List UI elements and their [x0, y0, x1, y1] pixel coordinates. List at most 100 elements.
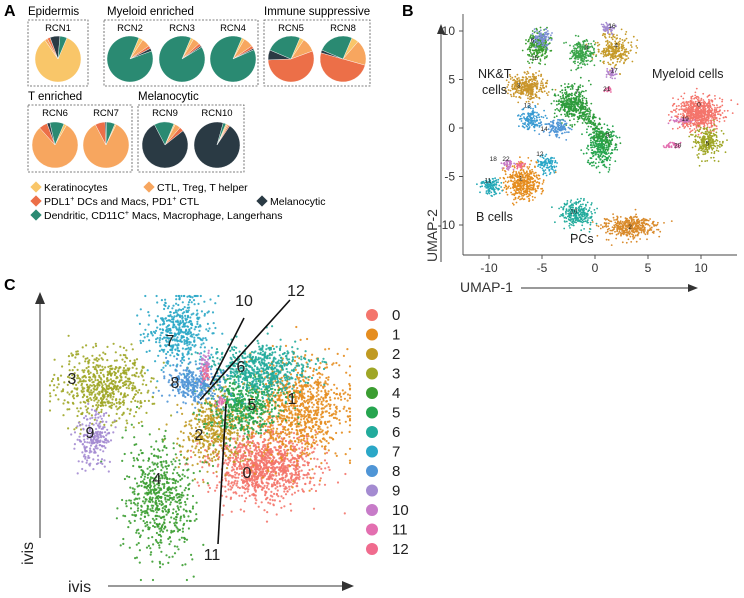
- legend-dot: [366, 309, 378, 321]
- umap-xtick: -5: [537, 261, 548, 275]
- arrow-up-icon: [35, 292, 45, 304]
- umap-cluster-0: [667, 87, 739, 143]
- pie-label: RCN2: [117, 23, 143, 34]
- pie-slice: [105, 121, 116, 146]
- pie-slice: [154, 121, 175, 146]
- pie-label: RCN9: [152, 108, 178, 119]
- legend-dot: [366, 543, 378, 555]
- legend-dot: [366, 484, 378, 497]
- umap-cluster-label: 8: [585, 44, 589, 51]
- group-title-t-enriched: T enriched: [28, 91, 82, 103]
- pie-rcn4: [209, 35, 257, 83]
- umap-cluster-11: [476, 177, 504, 198]
- ivis-legend-label: 5: [392, 405, 400, 422]
- umap-cluster-12: [536, 153, 558, 177]
- ivis-legend-label: 2: [392, 346, 400, 363]
- ivis-legend-label: 7: [392, 444, 400, 461]
- ivis-cluster-9: [70, 402, 117, 475]
- umap-cluster-label: 5: [706, 141, 710, 148]
- umap-ytick: -10: [438, 218, 456, 232]
- legend-swatch: [256, 195, 268, 207]
- ivis-cluster-2: [162, 378, 272, 484]
- pie-charts: [31, 35, 367, 169]
- annot-cells: cells: [482, 83, 507, 97]
- ivis-cluster-8: [152, 356, 233, 414]
- umap-ytick: 10: [442, 24, 456, 38]
- umap-cluster-label: 18: [490, 156, 498, 163]
- umap-cluster-label: 16: [608, 23, 616, 30]
- ivis-legend-label: 3: [392, 366, 400, 383]
- pie-label: RCN6: [42, 108, 68, 119]
- umap-cluster-label: 7: [575, 89, 579, 96]
- group-box-epidermis: [27, 19, 89, 87]
- umap-cluster-label: 2: [628, 224, 632, 231]
- umap-cluster-22: [516, 161, 527, 170]
- umap-cluster-label: 6: [531, 38, 535, 45]
- umap-cluster-label: 12: [536, 151, 544, 158]
- ivis-cluster-12: [201, 364, 211, 381]
- group-box-melanocytic: [137, 104, 245, 173]
- panel-c-letter: C: [4, 277, 16, 294]
- legend-dot: [366, 328, 378, 341]
- umap-ytick: -5: [444, 170, 455, 184]
- umap-ylabel: UMAP-2: [424, 209, 440, 262]
- umap-bridge-points: [568, 93, 622, 152]
- panel-a-letter: A: [4, 3, 16, 20]
- annot-myeloid: Myeloid cells: [652, 67, 724, 81]
- ivis-cluster-label: 3: [68, 371, 77, 388]
- umap-cluster-label: 0: [697, 102, 701, 109]
- annot-pcs: PCs: [570, 232, 594, 246]
- pie-rcn7: [82, 121, 130, 169]
- ivis-cluster-label: 12: [287, 283, 305, 300]
- group-title-melanocytic: Melanocytic: [138, 91, 199, 103]
- legend-dot: [366, 504, 378, 516]
- callout-line-11: [217, 403, 227, 545]
- legend-dendritic: Dendritic, CD11C+ Macs, Macrophage, Lang…: [44, 210, 283, 222]
- pie-label: RCN1: [45, 23, 71, 34]
- umap-xtick: -10: [480, 261, 498, 275]
- legend-dot: [366, 387, 378, 399]
- pie-label: RCN7: [93, 108, 119, 119]
- legend-dot: [366, 445, 378, 458]
- umap-cluster-14: [538, 118, 573, 141]
- pie-label: RCN5: [278, 23, 304, 34]
- legend-swatch: [30, 181, 42, 193]
- ivis-cluster-label: 0: [243, 465, 252, 482]
- umap-cluster-13: [517, 104, 548, 132]
- pie-label: RCN4: [220, 23, 246, 34]
- umap-cluster-16: [600, 21, 617, 36]
- legend-dot: [366, 523, 378, 536]
- ivis-cluster-label: 6: [237, 359, 246, 376]
- ivis-legend-label: 12: [392, 541, 409, 558]
- ivis-xlabel: ivis: [68, 579, 91, 596]
- ivis-cluster-11: [214, 396, 227, 408]
- callout-line-12: [199, 299, 291, 401]
- pie-rcn5: [267, 35, 315, 83]
- ivis-legend-label: 11: [392, 522, 408, 539]
- ivis-cluster-4: [100, 405, 215, 582]
- panel-b-letter: B: [402, 3, 414, 20]
- annot-bcells: B cells: [476, 210, 513, 224]
- umap-cluster-label: 17: [610, 68, 618, 75]
- umap-xtick: 5: [645, 261, 652, 275]
- umap-xtick: 10: [694, 261, 708, 275]
- pie-rcn10: [193, 121, 241, 169]
- pie-slice: [319, 52, 366, 83]
- umap-ytick: 5: [448, 73, 455, 87]
- umap-cluster-2: [588, 208, 673, 247]
- umap-cluster-15: [531, 28, 553, 51]
- pie-rcn9: [141, 121, 189, 169]
- umap-cluster-label: 21: [603, 86, 611, 93]
- pie-slice: [141, 124, 189, 169]
- pie-slice: [106, 35, 154, 83]
- umap-cluster-label: 22: [502, 156, 510, 163]
- ivis-cluster-label: 4: [153, 471, 162, 488]
- legend-dot: [366, 465, 378, 477]
- group-box-myeloid: [103, 19, 259, 87]
- pie-slice: [49, 121, 65, 146]
- pie-slice: [34, 37, 82, 83]
- umap-cluster-9: [580, 122, 621, 174]
- legend-swatch: [143, 181, 155, 193]
